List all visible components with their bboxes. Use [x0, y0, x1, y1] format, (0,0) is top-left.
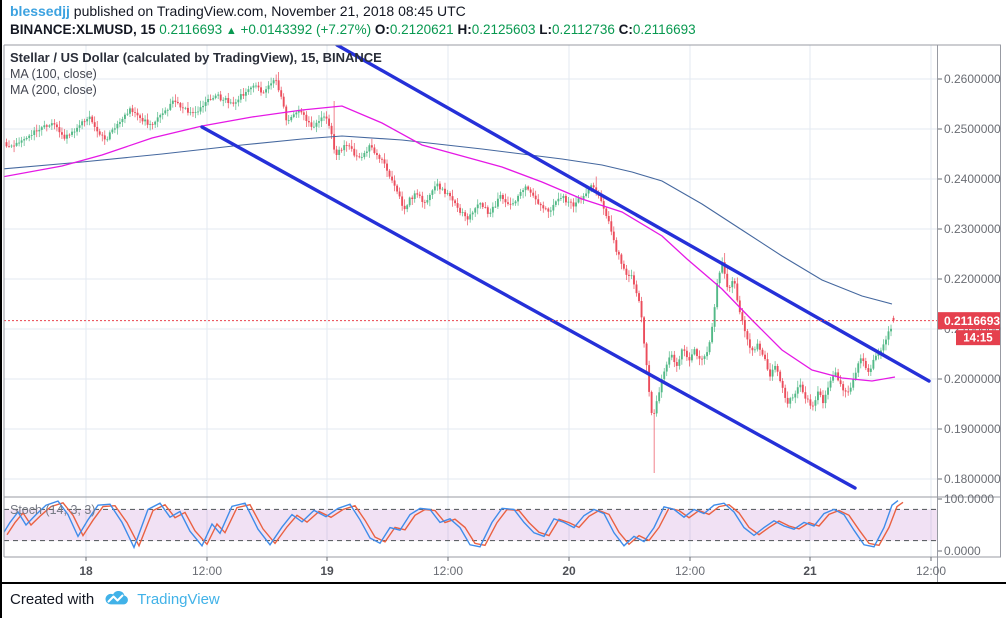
open-label: O:	[374, 22, 390, 37]
username-link[interactable]: blessedjj	[10, 3, 70, 19]
svg-text:0.1900000: 0.1900000	[944, 422, 1001, 436]
stoch-d-line	[6, 501, 904, 548]
svg-text:0.2000000: 0.2000000	[944, 372, 1001, 386]
svg-text:12:00: 12:00	[916, 564, 946, 578]
svg-text:0.1800000: 0.1800000	[944, 472, 1001, 486]
trendline-upper[interactable]	[335, 45, 931, 383]
svg-text:12:00: 12:00	[675, 564, 705, 578]
open-value: 0.2120621	[389, 22, 454, 37]
ma100-line[interactable]	[2, 105, 896, 382]
chart-frame	[3, 44, 1001, 582]
change-value: +0.0143392 (+7.27%)	[236, 22, 375, 37]
svg-text:21: 21	[803, 564, 817, 578]
tradingview-link[interactable]: TradingView	[137, 591, 220, 608]
high-label: H:	[453, 22, 472, 37]
svg-text:19: 19	[320, 564, 334, 578]
svg-text:0.2200000: 0.2200000	[944, 272, 1001, 286]
svg-text:14:15: 14:15	[963, 333, 993, 345]
trendline-lower[interactable]	[200, 125, 857, 490]
close-label: C:	[614, 22, 633, 37]
price-axis[interactable]: 0.2600000 0.2500000 0.2400000 0.2300000 0.22…	[938, 72, 1001, 558]
high-value: 0.2125603	[471, 22, 536, 37]
symbol-ohlc-line: BINANCE:XLMUSD, 15 0.2116693 ▲ +0.014339…	[10, 22, 696, 37]
publish-line: blessedjj published on TradingView.com, …	[10, 3, 466, 19]
low-label: L:	[535, 22, 553, 37]
svg-text:12:00: 12:00	[433, 564, 463, 578]
svg-text:0.2400000: 0.2400000	[944, 172, 1001, 186]
low-value: 0.2112736	[552, 22, 615, 37]
last-value: 0.2116693	[155, 22, 226, 37]
svg-text:0.2116693: 0.2116693	[944, 314, 1000, 328]
snapshot-bottom-border	[2, 582, 1006, 584]
time-axis[interactable]: 18 12:00 19 12:00 20 12:00 21 12:00	[79, 557, 946, 578]
countdown-badge: 14:15	[956, 330, 1000, 346]
created-with-text: Created with	[10, 591, 95, 608]
price-chart[interactable]: 0.2600000 0.2500000 0.2400000 0.2300000 0.22…	[2, 44, 1002, 582]
svg-text:0.2300000: 0.2300000	[944, 222, 1001, 236]
svg-text:100.0000: 100.0000	[944, 492, 994, 506]
interval-label: 15	[136, 22, 156, 37]
up-arrow-icon: ▲	[225, 25, 237, 37]
svg-text:12:00: 12:00	[192, 564, 222, 578]
svg-text:18: 18	[79, 564, 93, 578]
candles	[5, 72, 895, 473]
last-price-badge: 0.2116693	[938, 312, 1000, 330]
svg-text:20: 20	[562, 564, 576, 578]
symbol-label[interactable]: BINANCE:XLMUSD,	[10, 22, 137, 37]
svg-text:0.0000: 0.0000	[944, 544, 981, 558]
tradingview-logo-icon[interactable]	[104, 591, 131, 608]
close-value: 0.2116693	[632, 22, 696, 37]
publish-text: published on TradingView.com, November 2…	[69, 3, 466, 19]
ma200-line[interactable]	[2, 135, 893, 305]
footer: Created with TradingView	[10, 591, 220, 608]
svg-text:0.2600000: 0.2600000	[944, 72, 1001, 86]
stoch-k-line	[4, 500, 899, 550]
svg-text:0.2500000: 0.2500000	[944, 122, 1001, 136]
